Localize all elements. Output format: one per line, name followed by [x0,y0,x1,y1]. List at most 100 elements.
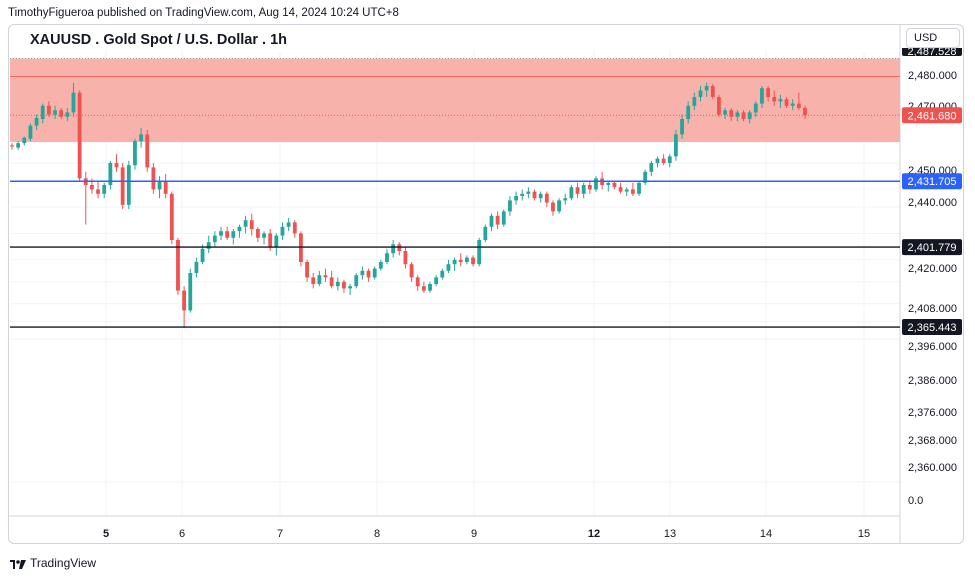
candle [71,82,76,117]
candle-body [624,189,629,192]
candle-body [532,191,537,199]
candle [10,143,14,150]
candle [452,257,457,271]
candle [372,266,377,280]
candle [83,171,88,225]
candle [409,262,414,282]
candle [446,259,451,273]
candle-body [372,268,377,278]
x-tick-label: 15 [858,528,870,540]
candle-body [206,242,211,249]
candle-body [139,134,143,141]
candle-body [440,270,445,278]
candle [225,226,230,240]
y-tick-label: 2,376.000 [908,407,957,419]
candle [237,224,242,238]
y-tick-label: 2,360.000 [908,462,957,474]
candle [508,196,512,216]
candle-body [520,193,525,196]
time-axis: 5 6 7 8 9 12 13 14 15 [103,528,870,540]
x-tick-label: 9 [471,528,477,540]
candle [790,99,795,111]
candle [606,180,611,192]
candle-body [692,97,697,106]
candle [40,103,45,124]
candle [704,82,709,97]
candle [311,273,316,289]
candle [403,246,408,269]
candle [532,189,537,201]
candle [34,114,39,130]
candle-body [630,189,635,194]
candle-body [409,264,414,278]
candle [366,268,371,282]
candle [674,130,678,161]
candle [803,105,807,119]
candle [680,114,684,139]
candle-body [803,108,807,116]
candle-body [760,88,764,104]
candle-body [489,215,494,227]
y-tick-label: 0.0 [908,495,923,507]
candle [741,110,746,122]
candle [643,169,648,185]
candle-body [704,86,709,91]
x-tick-label: 14 [760,528,772,540]
candle-body [557,200,562,212]
candle [299,231,303,267]
candle [280,222,285,240]
level-tag-black: 2,365.443 [908,322,957,334]
tradingview-logo[interactable]: TradingView [10,556,96,570]
candle [796,92,801,111]
candle [274,233,279,256]
candle [126,160,131,210]
candle-body [126,165,131,205]
candle [212,231,217,247]
candle [323,268,328,282]
candle [176,237,180,295]
candle [46,101,51,117]
candle [624,187,629,196]
candle [538,191,543,203]
candle [637,180,641,196]
candle [735,110,740,122]
candle [569,185,574,201]
candle [151,163,156,194]
candle-body [514,196,518,201]
candle-body [680,119,684,135]
candle [661,154,666,166]
candle [206,235,211,254]
candle-body [674,134,678,157]
candle [53,105,57,119]
candle-body [661,158,666,163]
candle-body [360,270,365,276]
candle-body [59,110,64,117]
candle [262,231,266,245]
candle [557,198,562,214]
candle [65,108,70,122]
candle-body [262,233,266,238]
candle-body [188,273,193,311]
candle-body [378,262,383,269]
currency-button[interactable]: USD [906,28,960,48]
candle [667,154,672,168]
candle [286,218,291,232]
candle-body [219,231,223,236]
y-tick-label: 2,396.000 [908,341,957,353]
candle-body [575,187,580,194]
candle [219,226,223,240]
candle-body [501,211,506,225]
candle-body [225,231,230,238]
candle-body [637,182,641,194]
candle [766,86,771,102]
y-tick-label: 2,480.000 [908,70,957,82]
horizontal-levels [10,180,900,328]
candle-body [90,185,94,190]
level-tag-blue: 2,431.705 [908,176,957,188]
x-tick-label: 8 [374,528,380,540]
candle [692,92,697,111]
candle-body [182,290,187,311]
candle [102,182,107,199]
candle [114,154,119,172]
